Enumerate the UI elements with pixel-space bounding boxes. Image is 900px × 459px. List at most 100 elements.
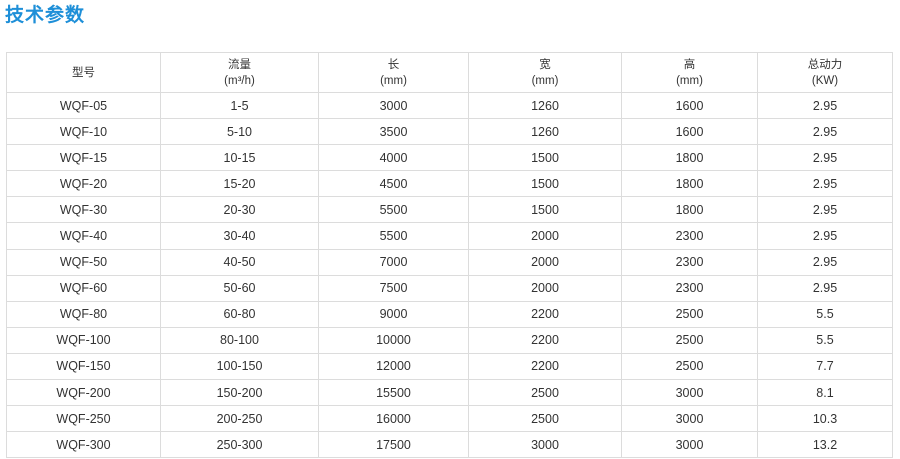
header-height: 高 (mm) [621, 52, 758, 93]
cell-height: 2500 [621, 326, 758, 354]
table-row: WQF-60 50-60 7500 2000 2300 2.95 [6, 274, 893, 302]
cell-height: 2300 [621, 248, 758, 276]
cell-model: WQF-80 [6, 300, 161, 328]
cell-length: 3000 [318, 91, 469, 120]
cell-length: 4500 [318, 170, 469, 198]
cell-width: 1500 [468, 170, 622, 198]
cell-width: 1260 [468, 118, 622, 146]
cell-power: 7.7 [757, 352, 893, 381]
cell-flow: 100-150 [160, 352, 319, 381]
cell-width: 2000 [468, 274, 622, 302]
table-row: WQF-80 60-80 9000 2200 2500 5.5 [6, 300, 893, 328]
header-power: 总动力 (KW) [757, 52, 893, 93]
cell-power: 2.95 [757, 170, 893, 198]
cell-width: 1260 [468, 91, 622, 120]
header-label: 高 [683, 58, 696, 71]
header-unit: (KW) [811, 74, 839, 87]
cell-height: 1800 [621, 196, 758, 224]
header-length: 长 (mm) [318, 52, 469, 93]
cell-length: 12000 [318, 352, 469, 381]
cell-width: 2200 [468, 352, 622, 381]
table-body: WQF-05 1-5 3000 1260 1600 2.95 WQF-10 5-10 3500 1… [6, 91, 893, 459]
cell-power: 2.95 [757, 196, 893, 224]
cell-power: 2.95 [757, 144, 893, 172]
cell-power: 13.2 [757, 431, 893, 459]
cell-power: 5.5 [757, 326, 893, 354]
table-row: WQF-30 20-30 5500 1500 1800 2.95 [6, 196, 893, 224]
cell-length: 5500 [318, 222, 469, 250]
cell-length: 10000 [318, 326, 469, 354]
cell-flow: 15-20 [160, 170, 319, 198]
cell-length: 4000 [318, 144, 469, 172]
table-row: WQF-100 80-100 10000 2200 2500 5.5 [6, 326, 893, 354]
cell-flow: 250-300 [160, 431, 319, 459]
cell-flow: 60-80 [160, 300, 319, 328]
cell-length: 3500 [318, 118, 469, 146]
cell-height: 1800 [621, 170, 758, 198]
table-row: WQF-05 1-5 3000 1260 1600 2.95 [6, 91, 893, 120]
cell-width: 2000 [468, 222, 622, 250]
cell-power: 2.95 [757, 248, 893, 276]
cell-height: 2500 [621, 352, 758, 381]
cell-model: WQF-50 [6, 248, 161, 276]
cell-model: WQF-300 [6, 431, 161, 459]
header-label: 长 [387, 58, 400, 71]
cell-length: 9000 [318, 300, 469, 328]
header-unit: (mm) [531, 74, 559, 87]
cell-model: WQF-15 [6, 144, 161, 172]
header-unit: (m³/h) [224, 74, 255, 87]
cell-width: 2500 [468, 405, 622, 433]
cell-flow: 20-30 [160, 196, 319, 224]
table-row: WQF-15 10-15 4000 1500 1800 2.95 [6, 144, 893, 172]
cell-power: 2.95 [757, 222, 893, 250]
cell-length: 16000 [318, 405, 469, 433]
cell-model: WQF-20 [6, 170, 161, 198]
cell-height: 1600 [621, 91, 758, 120]
cell-flow: 50-60 [160, 274, 319, 302]
cell-height: 2500 [621, 300, 758, 328]
cell-power: 2.95 [757, 274, 893, 302]
cell-model: WQF-150 [6, 352, 161, 381]
cell-length: 7500 [318, 274, 469, 302]
header-width: 宽 (mm) [468, 52, 622, 93]
cell-power: 8.1 [757, 379, 893, 407]
header-label: 总动力 [807, 58, 843, 71]
cell-power: 2.95 [757, 91, 893, 120]
cell-model: WQF-60 [6, 274, 161, 302]
cell-model: WQF-200 [6, 379, 161, 407]
cell-model: WQF-250 [6, 405, 161, 433]
cell-height: 1800 [621, 144, 758, 172]
cell-power: 2.95 [757, 118, 893, 146]
cell-height: 2300 [621, 222, 758, 250]
header-label: 宽 [539, 58, 551, 71]
cell-flow: 200-250 [160, 405, 319, 433]
cell-length: 15500 [318, 379, 469, 407]
cell-power: 5.5 [757, 300, 893, 328]
cell-height: 2300 [621, 274, 758, 302]
cell-model: WQF-05 [6, 91, 161, 120]
cell-height: 3000 [621, 431, 758, 459]
spec-table: 型号 流量 (m³/h) 长 (mm) 宽 (mm) 高 (mm) 总动力 (KW) WQF-05 1… [6, 52, 893, 459]
cell-length: 5500 [318, 196, 469, 224]
cell-flow: 40-50 [160, 248, 319, 276]
table-row: WQF-250 200-250 16000 2500 3000 10.3 [6, 405, 893, 433]
table-row: WQF-10 5-10 3500 1260 1600 2.95 [6, 118, 893, 146]
cell-width: 1500 [468, 196, 622, 224]
header-unit: (mm) [380, 74, 407, 87]
cell-width: 2200 [468, 300, 622, 328]
cell-length: 7000 [318, 248, 469, 276]
header-flow: 流量 (m³/h) [160, 52, 319, 93]
cell-model: WQF-10 [6, 118, 161, 146]
cell-length: 17500 [318, 431, 469, 459]
header-label: 型号 [72, 66, 95, 79]
cell-flow: 1-5 [160, 91, 319, 120]
cell-height: 1600 [621, 118, 758, 146]
cell-width: 3000 [468, 431, 622, 459]
cell-flow: 10-15 [160, 144, 319, 172]
header-label: 流量 [228, 58, 251, 71]
table-row: WQF-300 250-300 17500 3000 3000 13.2 [6, 431, 893, 459]
table-row: WQF-40 30-40 5500 2000 2300 2.95 [6, 222, 893, 250]
cell-width: 1500 [468, 144, 622, 172]
header-unit: (mm) [676, 74, 703, 87]
cell-model: WQF-100 [6, 326, 161, 354]
